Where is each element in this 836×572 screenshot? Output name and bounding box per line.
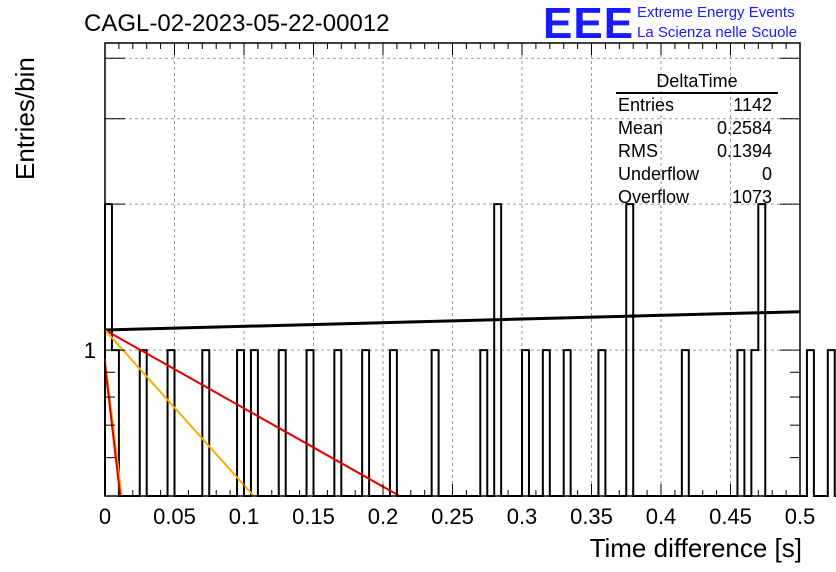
x-tick-label: 0.4 (646, 504, 677, 529)
x-tick-label: 0.3 (507, 504, 538, 529)
y-axis-label: Entries/bin (10, 57, 40, 180)
x-tick-label: 0.25 (431, 504, 474, 529)
stats-row-entries: Entries 1142 (610, 94, 778, 117)
stats-label: Mean (618, 118, 664, 138)
y-tick-label: 1 (84, 338, 96, 363)
fit-curve-0 (104, 310, 801, 332)
x-tick-label: 0.05 (153, 504, 196, 529)
stats-label: Underflow (618, 164, 700, 184)
fit-curve-2 (104, 329, 255, 497)
stats-row-underflow: Underflow 0 (610, 163, 778, 186)
x-tick-label: 0.15 (292, 504, 335, 529)
fit-curve-1 (104, 329, 401, 497)
tick-labels: 0 0.05 0.1 0.15 0.2 0.25 0.3 0.35 0.4 0.45 0.5 1 (84, 338, 816, 529)
x-tick-label: 0.35 (570, 504, 613, 529)
fit-curve-4 (104, 365, 122, 497)
stats-row-mean: Mean 0.2584 (610, 117, 778, 140)
stats-box: DeltaTime Entries 1142 Mean 0.2584 RMS 0… (610, 70, 778, 209)
x-tick-label: 0.1 (229, 504, 260, 529)
eee-logo: EEE (543, 0, 635, 48)
stats-value: 0.1394 (716, 141, 772, 161)
stats-value: 0 (761, 164, 772, 184)
stats-row-overflow: Overflow 1073 (610, 186, 778, 209)
stats-label: Overflow (618, 187, 690, 207)
stats-value: 1073 (731, 187, 772, 207)
axes-frame (104, 42, 801, 497)
x-tick-label: 0.5 (785, 504, 816, 529)
logo-line-1: Extreme Energy Events (637, 4, 795, 21)
x-tick-label: 0.2 (368, 504, 399, 529)
x-tick-label: 0 (99, 504, 111, 529)
stats-label: Entries (618, 95, 675, 115)
logo-line-2: La Scienza nelle Scuole (637, 24, 798, 41)
stats-title: DeltaTime (616, 70, 778, 94)
x-tick-label: 0.45 (709, 504, 752, 529)
stats-label: RMS (618, 141, 658, 161)
stats-value: 1142 (733, 95, 772, 115)
stats-value: 0.2584 (716, 118, 772, 138)
x-axis-label: Time difference [s] (589, 533, 802, 563)
stats-row-rms: RMS 0.1394 (610, 140, 778, 163)
histogram-layer (104, 203, 836, 497)
eee-logo-text: Extreme Energy Events La Scienza nelle S… (637, 3, 797, 43)
chart-title: CAGL-02-2023-05-22-00012 (84, 10, 390, 37)
histogram-bars (104, 203, 836, 497)
grid-lines (105, 43, 800, 496)
fit-curves-layer (104, 310, 801, 497)
